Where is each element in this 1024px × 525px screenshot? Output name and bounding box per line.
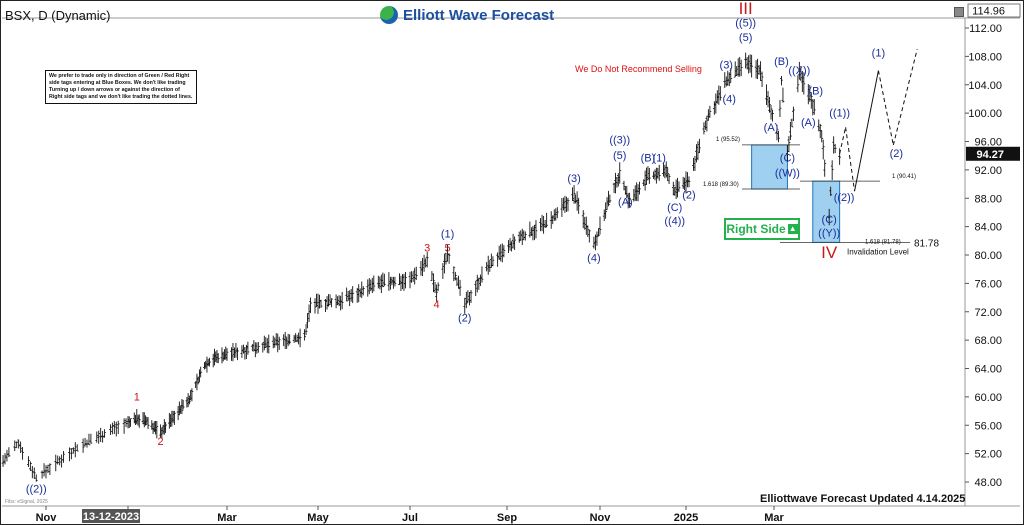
y-tick-label: 96.00	[974, 137, 1002, 149]
brand-logo: Elliott Wave Forecast	[380, 6, 554, 24]
x-tick-label: Nov	[36, 512, 58, 524]
projection-path-segment	[892, 49, 918, 146]
blue-box	[751, 144, 788, 190]
fib-label: 1 (95.52)	[716, 137, 740, 143]
top-price-label: 114.96	[972, 6, 1005, 18]
invalidation-value: 81.78	[914, 238, 939, 249]
y-tick-label: 60.00	[974, 392, 1002, 404]
symbol-title: BSX, D (Dynamic)	[5, 8, 111, 23]
wave-label: (4)	[587, 252, 600, 264]
projection-path-segment	[877, 70, 894, 146]
wave-label: (5)	[739, 32, 752, 44]
fib-label: 1 (90.41)	[892, 174, 916, 180]
up-arrow-icon: ▲	[787, 224, 798, 234]
wave-label: (C)	[780, 152, 795, 164]
wave-label: (1)	[652, 152, 665, 164]
x-tick-label: Sep	[497, 512, 517, 524]
last-price-label: 94.27	[976, 149, 1004, 161]
wave-label: IV	[821, 243, 838, 262]
last-price-badge	[966, 146, 1020, 161]
y-tick-label: 104.00	[968, 80, 1002, 92]
right-side-label: Right Side	[726, 222, 786, 236]
trading-disclaimer: We prefer to trade only in direction of …	[45, 70, 197, 104]
wave-label: (C)	[667, 202, 682, 214]
wave-label: 4	[434, 299, 440, 311]
y-tick-label: 76.00	[974, 278, 1002, 290]
y-tick-label: 92.00	[974, 165, 1002, 177]
x-tick-label: May	[307, 512, 329, 524]
wave-label: ((X))	[788, 65, 810, 77]
y-tick-label: 80.00	[974, 250, 1002, 262]
wave-label: ((2))	[26, 484, 47, 496]
x-tick-label: Mar	[217, 512, 237, 524]
highlighted-date-badge	[82, 509, 140, 523]
y-tick-label: 88.00	[974, 193, 1002, 205]
wave-label: (A)	[801, 117, 816, 129]
y-tick-label: 56.00	[974, 420, 1002, 432]
x-tick-label: 2025	[674, 512, 698, 524]
wave-label: ((1))	[829, 108, 850, 120]
wave-label: (5)	[613, 150, 626, 162]
brand-logo-icon	[380, 6, 398, 24]
wave-label: ((3))	[609, 135, 630, 147]
wave-label: (4)	[723, 93, 736, 105]
wave-label: (3)	[567, 173, 580, 185]
wave-label: III	[739, 0, 753, 18]
wave-label: (2)	[458, 313, 471, 325]
wave-label: (3)	[720, 59, 733, 71]
wave-label: (A)	[764, 122, 779, 134]
brand-name: Elliott Wave Forecast	[403, 6, 555, 24]
fib-label: 1.618 (81.78)	[865, 239, 901, 245]
y-tick-label: 48.00	[974, 477, 1002, 489]
y-tick-label: 112.00	[969, 23, 1002, 35]
wave-label: (C)	[822, 214, 837, 226]
wave-label: ((Y))	[818, 228, 840, 240]
projection-path-segment	[845, 127, 856, 192]
selling-notice: We Do Not Recommend Selling	[575, 64, 702, 74]
wave-label: ((5))	[735, 18, 756, 30]
top-price-badge	[967, 3, 1021, 18]
wave-label: (1)	[441, 228, 454, 240]
wave-label: (B)	[808, 86, 823, 98]
y-tick-label: 68.00	[974, 335, 1002, 347]
x-tick-label: 13-12-2023	[83, 511, 139, 523]
wave-label: ((W))	[775, 167, 800, 179]
fib-label: 1.618 (89.30)	[703, 182, 739, 188]
wave-label: 2	[158, 436, 164, 448]
right-side-tag: Right Side ▲	[724, 218, 800, 240]
y-tick-label: 84.00	[974, 222, 1002, 234]
watermark-text: Fibs: eSignal, 2025	[5, 499, 48, 505]
projection-path-segment	[854, 70, 879, 192]
wave-label: (B)	[641, 152, 656, 164]
y-tick-label: 108.00	[968, 51, 1002, 63]
y-tick-label: 100.00	[968, 108, 1002, 120]
x-tick-label: Mar	[764, 512, 784, 524]
wave-label: (2)	[682, 189, 695, 201]
y-tick-label: 72.00	[974, 307, 1002, 319]
wave-label: 5	[444, 242, 450, 254]
y-tick-label: 64.00	[974, 364, 1002, 376]
wave-label: (A)	[618, 196, 633, 208]
x-tick-label: Jul	[402, 512, 418, 524]
wave-label: (B)	[774, 56, 789, 68]
wave-label: ((2))	[834, 192, 855, 204]
x-tick-label: Nov	[590, 512, 612, 524]
wave-label: (1)	[872, 47, 885, 59]
wave-label: 1	[134, 391, 140, 403]
wave-label: ((4))	[664, 215, 685, 227]
wave-label: (2)	[890, 148, 903, 160]
y-tick-label: 52.00	[974, 449, 1002, 461]
update-note: Elliottwave Forecast Updated 4.14.2025	[760, 493, 966, 505]
projection-path-segment	[839, 127, 847, 154]
wave-label: 3	[424, 242, 430, 254]
chart-settings-icon[interactable]	[954, 7, 964, 17]
invalidation-label: Invalidation Level	[847, 247, 909, 256]
